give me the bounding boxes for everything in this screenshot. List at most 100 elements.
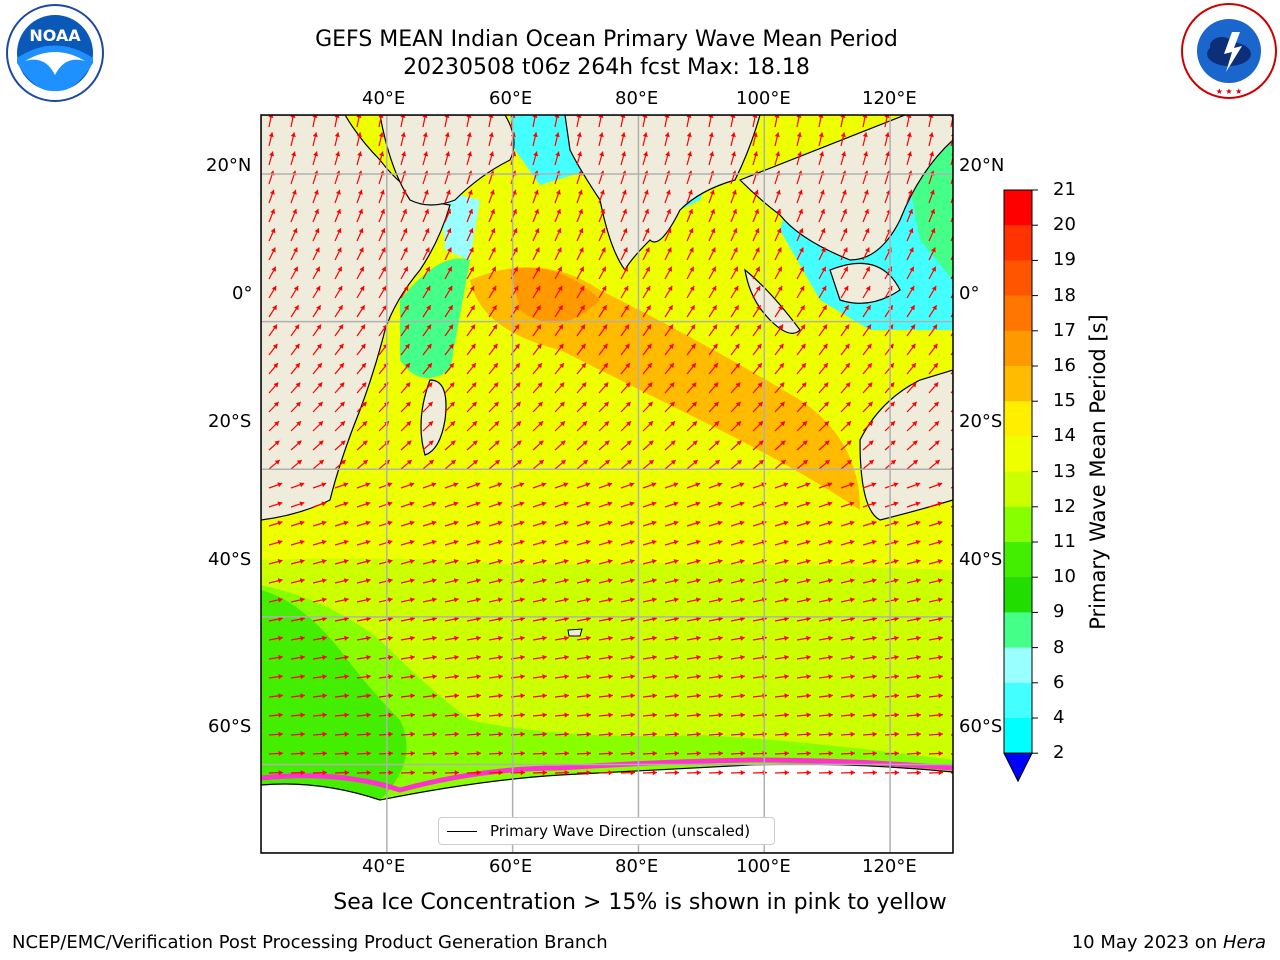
wave-arrow-head xyxy=(337,247,342,253)
wave-arrow-head xyxy=(380,228,386,234)
wave-arrow-head xyxy=(644,209,650,214)
wave-arrow-head xyxy=(850,616,855,622)
period-zone-17 xyxy=(510,268,600,323)
wave-arrow-head xyxy=(718,770,723,776)
wave-arrow-head xyxy=(381,247,386,253)
wave-arrow-head xyxy=(938,731,943,737)
wave-arrow-head xyxy=(828,674,833,680)
wave-arrow-head xyxy=(667,247,672,253)
wave-arrow-head xyxy=(960,655,965,660)
wave-arrow-head xyxy=(871,578,877,584)
wave-arrow-head xyxy=(277,539,283,545)
lat-tick-right: 20°S xyxy=(959,411,1003,432)
wave-arrow-head xyxy=(322,693,327,699)
wave-arrow xyxy=(950,215,953,223)
wave-arrow-head xyxy=(629,520,635,526)
wave-arrow-head xyxy=(453,501,459,507)
wave-arrow-head xyxy=(930,228,936,234)
wave-arrow-head xyxy=(608,750,613,757)
colorbar-segment xyxy=(1004,718,1032,754)
wave-arrow-head xyxy=(322,750,327,757)
wave-arrow-head xyxy=(321,597,327,603)
wave-arrow-head xyxy=(823,382,829,388)
wave-arrow-head xyxy=(907,151,913,157)
wave-arrow-head xyxy=(753,151,759,157)
wave-arrow-head xyxy=(938,712,943,718)
wave-arrow-head xyxy=(696,635,701,641)
wave-arrow-head xyxy=(916,635,921,641)
wave-arrow-head xyxy=(691,382,697,388)
wave-arrow-head xyxy=(934,421,940,427)
wave-arrow-head xyxy=(493,363,498,369)
wave-arrow-head xyxy=(344,616,349,622)
wave-arrow-head xyxy=(423,151,429,157)
wave-arrow-head xyxy=(476,770,481,776)
wave-arrow-head xyxy=(431,539,437,545)
wave-arrow-head xyxy=(344,674,349,680)
nws-logo: ★ ★ ★ xyxy=(1180,2,1278,100)
wave-arrow-head xyxy=(410,693,415,699)
wave-arrow-head xyxy=(498,750,503,757)
wave-arrow-head xyxy=(344,731,349,737)
wave-arrow-head xyxy=(322,770,327,776)
wave-arrow-head xyxy=(453,578,459,584)
wave-arrow-head xyxy=(695,597,701,603)
wave-arrow-head xyxy=(292,228,298,234)
wave-arrow-head xyxy=(850,712,855,718)
wave-arrow-head xyxy=(467,151,473,157)
wave-arrow-head xyxy=(871,520,877,526)
wave-arrow-head xyxy=(388,750,393,757)
footer-right: 10 May 2023 on Hera xyxy=(1072,932,1266,953)
wave-arrow-head xyxy=(608,654,613,661)
wave-arrow-head xyxy=(959,482,964,487)
wave-arrow-head xyxy=(645,247,650,253)
wave-arrow-head xyxy=(756,343,762,349)
wave-arrow-head xyxy=(454,770,459,776)
wave-arrow-head xyxy=(621,189,627,195)
wave-arrow-head xyxy=(431,520,437,526)
wave-arrow-head xyxy=(717,597,723,603)
wave-arrow-head xyxy=(277,559,283,565)
wave-arrow-head xyxy=(278,712,283,718)
wave-arrow-head xyxy=(733,266,738,272)
wave-arrow-head xyxy=(556,209,562,214)
wave-arrow-head xyxy=(410,674,415,680)
colorbar-tick-label: 6 xyxy=(1053,671,1065,693)
wave-arrow-head xyxy=(535,247,540,253)
wave-arrow-head xyxy=(602,305,607,311)
wave-arrow-head xyxy=(498,770,503,776)
wave-arrow-head xyxy=(872,693,877,699)
wave-arrow-head xyxy=(912,440,918,446)
wave-arrow-head xyxy=(322,635,327,641)
wave-arrow-head xyxy=(270,209,276,214)
wave-arrow-head xyxy=(805,482,811,488)
wave-arrow-head xyxy=(300,674,305,680)
wave-arrow-head xyxy=(274,460,280,465)
wave-arrow-head xyxy=(344,712,349,718)
wave-arrow-head xyxy=(756,305,761,311)
wave-arrow-head xyxy=(366,654,371,661)
wave-arrow-head xyxy=(780,440,786,446)
wave-arrow-head xyxy=(472,460,478,465)
wave-arrow-head xyxy=(931,266,936,272)
wave-arrow-head xyxy=(366,616,371,622)
wave-arrow-head xyxy=(515,382,521,388)
wave-arrow-head xyxy=(314,209,320,214)
wave-arrow-head xyxy=(872,770,877,776)
wave-arrow-head xyxy=(805,597,811,603)
wave-arrow-head xyxy=(934,440,940,446)
wave-arrow-head xyxy=(872,635,877,641)
wave-arrow-head xyxy=(799,285,805,291)
wave-arrow-head xyxy=(667,266,672,272)
wave-arrow-head xyxy=(630,731,635,737)
lat-tick-left: 20°N xyxy=(206,155,252,176)
wave-arrow-head xyxy=(538,460,544,465)
wave-arrow-head xyxy=(821,266,826,272)
wave-arrow-head xyxy=(406,440,412,446)
wave-arrow-head xyxy=(849,539,855,545)
wave-arrow-head xyxy=(534,228,540,234)
wave-arrow-head xyxy=(497,578,503,584)
land-madagascar xyxy=(420,379,447,456)
wave-arrow-head xyxy=(468,209,474,214)
colorbar-segment xyxy=(1004,295,1032,332)
